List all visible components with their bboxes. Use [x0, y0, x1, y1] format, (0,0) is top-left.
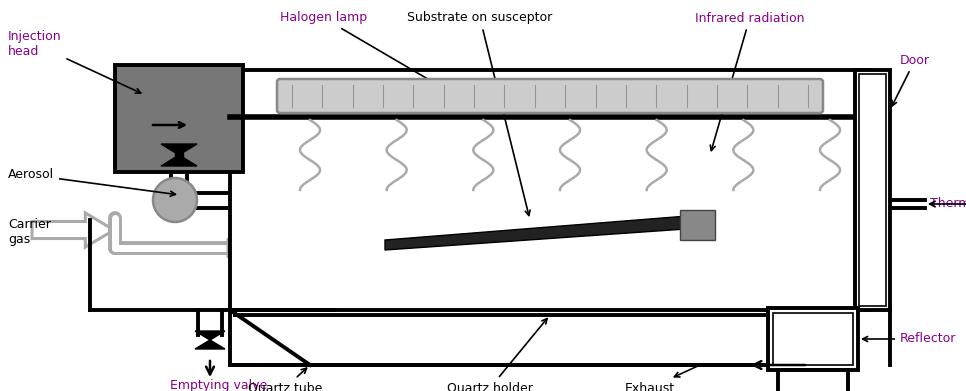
Text: Carrier
gas: Carrier gas [8, 218, 51, 246]
Bar [773, 313, 853, 365]
Bar [855, 70, 890, 310]
Text: Substrate on susceptor: Substrate on susceptor [408, 11, 553, 215]
FancyArrow shape [228, 231, 343, 265]
Polygon shape [195, 340, 225, 349]
Ellipse shape [361, 229, 399, 255]
Ellipse shape [401, 233, 429, 251]
FancyArrow shape [445, 231, 575, 265]
Text: Exhaust: Exhaust [625, 366, 697, 391]
Bar [778, 370, 848, 391]
Bar [230, 70, 870, 310]
Text: Halogen lamp: Halogen lamp [280, 11, 446, 90]
FancyArrow shape [32, 213, 114, 247]
Circle shape [153, 178, 197, 222]
Text: Quartz tube: Quartz tube [248, 368, 323, 391]
FancyBboxPatch shape [277, 79, 823, 113]
Polygon shape [385, 215, 700, 250]
Text: Reflector: Reflector [863, 332, 956, 346]
Text: Emptying valve: Emptying valve [170, 378, 268, 391]
Bar [859, 74, 886, 306]
Text: Infrared radiation: Infrared radiation [695, 11, 805, 151]
Text: Door: Door [892, 54, 930, 106]
Text: Quartz holder: Quartz holder [447, 319, 547, 391]
Text: Injection
head: Injection head [8, 30, 141, 93]
Text: Thermocouple: Thermocouple [930, 197, 966, 210]
Ellipse shape [598, 228, 638, 256]
Bar [175, 153, 183, 157]
Bar [115, 65, 243, 172]
Bar [768, 308, 858, 370]
Ellipse shape [633, 231, 663, 253]
Text: Aerosol: Aerosol [8, 169, 176, 196]
Polygon shape [161, 144, 197, 155]
Polygon shape [161, 155, 197, 166]
Bar [680, 210, 715, 240]
Polygon shape [195, 331, 225, 340]
